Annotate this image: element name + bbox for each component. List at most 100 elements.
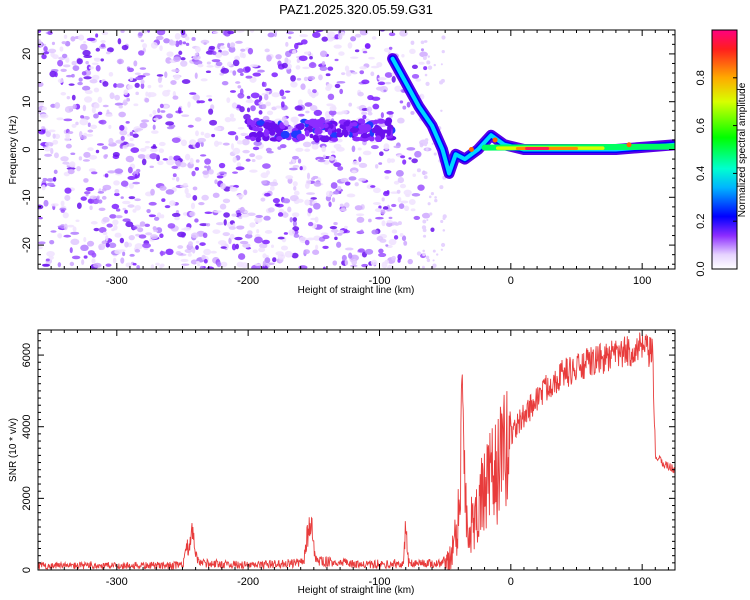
heatmap-noise-dot — [439, 185, 444, 190]
heatmap-noise-blob — [313, 202, 321, 210]
heatmap-noise-blob — [44, 141, 54, 147]
heatmap-y-tick-label: 0 — [21, 146, 33, 152]
heatmap-noise-blob — [95, 47, 101, 52]
heatmap-noise-blob — [312, 175, 319, 180]
heatmap-noise-blob — [137, 154, 146, 159]
heatmap-noise-blob — [194, 166, 200, 171]
heatmap-noise-blob — [229, 186, 238, 192]
heatmap-noise-blob — [64, 194, 71, 201]
heatmap-band-blob — [256, 120, 265, 126]
heatmap-noise-dot — [422, 235, 425, 238]
heatmap-noise-blob — [174, 33, 181, 40]
heatmap-noise-blob — [171, 69, 180, 73]
heatmap-noise-blob — [381, 261, 388, 269]
heatmap-noise-blob — [194, 218, 199, 223]
heatmap-noise-blob — [381, 220, 386, 227]
heatmap-noise-blob — [247, 230, 253, 235]
heatmap-band-blob — [336, 128, 342, 133]
heatmap-noise-blob — [101, 195, 107, 200]
heatmap-noise-blob — [89, 205, 93, 211]
heatmap-noise-blob — [237, 253, 246, 260]
heatmap-band-blob — [368, 135, 375, 142]
heatmap-noise-blob — [304, 148, 311, 152]
heatmap-noise-blob — [100, 40, 106, 43]
heatmap-noise-blob — [237, 85, 242, 89]
heatmap-noise-blob — [268, 207, 275, 213]
heatmap-noise-blob — [391, 203, 397, 208]
heatmap-noise-blob — [410, 110, 415, 115]
heatmap-noise-blob — [171, 177, 175, 181]
heatmap-noise-blob — [348, 176, 357, 181]
heatmap-noise-blob — [213, 126, 222, 131]
heatmap-noise-blob — [116, 58, 124, 65]
heatmap-noise-blob — [144, 97, 150, 103]
heatmap-noise-dot — [428, 195, 432, 199]
heatmap-noise-blob — [77, 81, 83, 86]
colorbar-gradient — [711, 29, 738, 270]
heatmap-noise-blob — [139, 122, 148, 129]
heatmap-noise-blob — [51, 41, 56, 46]
heatmap-noise-blob — [195, 130, 199, 137]
heatmap-noise-blob — [85, 186, 95, 192]
heatmap-noise-blob — [164, 71, 168, 78]
heatmap-noise-blob — [237, 68, 244, 74]
heatmap-noise-blob — [203, 42, 207, 46]
heatmap-noise-blob — [290, 75, 296, 82]
heatmap-noise-blob — [397, 221, 402, 226]
heatmap-noise-blob — [171, 137, 181, 144]
heatmap-noise-blob — [203, 258, 208, 264]
heatmap-noise-blob — [236, 140, 243, 145]
heatmap-noise-blob — [185, 42, 190, 47]
heatmap-x-tick-label: -300 — [106, 275, 128, 287]
heatmap-noise-blob — [72, 226, 77, 232]
heatmap-noise-blob — [148, 214, 157, 218]
heatmap-noise-blob — [132, 181, 140, 185]
heatmap-noise-blob — [181, 263, 190, 266]
heatmap-noise-blob — [386, 157, 392, 164]
heatmap-noise-blob — [262, 239, 270, 245]
heatmap-noise-blob — [268, 262, 275, 266]
heatmap-noise-blob — [79, 118, 89, 126]
heatmap-noise-blob — [249, 153, 256, 158]
heatmap-noise-blob — [215, 61, 223, 67]
heatmap-noise-blob — [165, 189, 175, 195]
heatmap-noise-blob — [375, 86, 385, 91]
heatmap-noise-blob — [380, 209, 386, 215]
heatmap-noise-blob — [161, 198, 166, 202]
heatmap-noise-blob — [430, 227, 435, 233]
heatmap-noise-blob — [206, 94, 213, 98]
heatmap-noise-blob — [235, 30, 245, 33]
heatmap-noise-blob — [213, 140, 220, 147]
heatmap-noise-dot — [426, 218, 429, 222]
heatmap-noise-blob — [57, 59, 64, 67]
heatmap-noise-blob — [229, 233, 235, 240]
heatmap-noise-blob — [372, 103, 380, 110]
heatmap-noise-blob — [272, 198, 280, 204]
heatmap-noise-blob — [291, 252, 299, 259]
heatmap-noise-blob — [317, 159, 326, 163]
heatmap-noise-blob — [241, 53, 246, 59]
heatmap-noise-blob — [358, 177, 367, 182]
heatmap-noise-blob — [399, 100, 404, 104]
heatmap-noise-blob — [93, 102, 100, 109]
heatmap-x-tick-label: 100 — [633, 275, 651, 287]
heatmap-noise-blob — [140, 119, 150, 123]
heatmap-noise-blob — [80, 115, 85, 119]
heatmap-noise-blob — [155, 35, 164, 41]
heatmap-noise-blob — [177, 245, 184, 249]
heatmap-band-blob — [381, 129, 390, 134]
heatmap-noise-blob — [279, 144, 287, 149]
heatmap-noise-blob — [370, 259, 378, 266]
heatmap-noise-blob — [393, 235, 399, 240]
heatmap-noise-blob — [341, 110, 348, 115]
heatmap-noise-blob — [184, 187, 189, 195]
heatmap-noise-blob — [208, 169, 214, 175]
heatmap-noise-blob — [178, 39, 183, 46]
heatmap-noise-blob — [406, 101, 411, 108]
heatmap-noise-blob — [49, 239, 55, 245]
heatmap-noise-blob — [302, 66, 310, 70]
heatmap-noise-blob — [344, 247, 354, 251]
heatmap-noise-blob — [157, 160, 164, 166]
snr-y-axis-label: SNR (10 * v/v) — [8, 418, 19, 482]
heatmap-noise-blob — [76, 165, 81, 172]
